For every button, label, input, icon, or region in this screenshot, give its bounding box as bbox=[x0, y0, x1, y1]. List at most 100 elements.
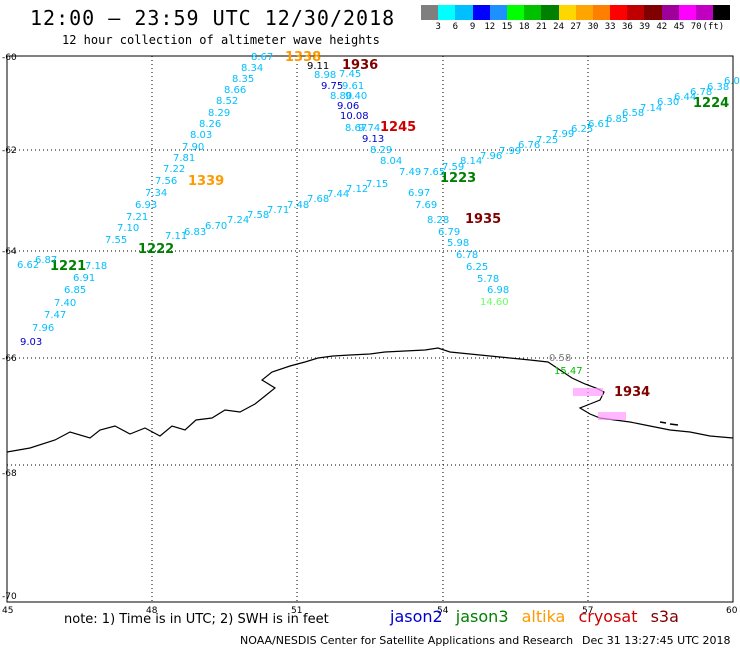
x-tick-label: 48 bbox=[146, 606, 158, 616]
swh-value: 9.03 bbox=[20, 337, 42, 348]
swh-value: 7.48 bbox=[287, 200, 309, 211]
legend-cryosat: cryosat bbox=[578, 607, 638, 626]
swh-value: 8.67 bbox=[251, 52, 273, 63]
color-scale-label: (ft) bbox=[702, 22, 725, 32]
swh-value: 6.76 bbox=[518, 140, 540, 151]
swh-value: 7.34 bbox=[145, 188, 167, 199]
color-swatch bbox=[696, 5, 714, 20]
swh-value: 9.11 bbox=[307, 61, 329, 72]
color-scale-label: 18 bbox=[518, 22, 530, 32]
swh-value: 6.87 bbox=[35, 255, 57, 266]
color-swatch bbox=[713, 5, 731, 20]
swh-value: 7.96 bbox=[480, 151, 502, 162]
y-tick-label: -62 bbox=[2, 146, 17, 156]
color-scale-label: 12 bbox=[484, 22, 496, 32]
swh-value: 6.61 bbox=[588, 119, 610, 130]
swh-value: 9.61 bbox=[342, 81, 364, 92]
color-swatch bbox=[438, 5, 456, 20]
swh-value: 7.44 bbox=[327, 189, 349, 200]
pass-time-label: 1245 bbox=[380, 120, 416, 135]
swh-value: 8.98 bbox=[314, 70, 336, 81]
swh-value: 7.65 bbox=[423, 167, 445, 178]
color-swatch bbox=[506, 5, 525, 20]
color-scale-label: 36 bbox=[621, 22, 633, 32]
color-swatch bbox=[592, 5, 611, 20]
swh-value: 6.98 bbox=[487, 285, 509, 296]
pass-time-label: 1338 bbox=[285, 50, 321, 65]
swh-value: 8.34 bbox=[241, 63, 263, 74]
color-swatch bbox=[644, 5, 662, 20]
swh-value: 9.06 bbox=[337, 101, 359, 112]
swh-value: 7.55 bbox=[105, 235, 127, 246]
swh-value: 9.74 bbox=[358, 123, 380, 134]
color-scale-label: 21 bbox=[535, 22, 547, 32]
color-swatch bbox=[421, 5, 439, 20]
swh-value: 7.12 bbox=[346, 184, 368, 195]
pass-time-label: 1936 bbox=[342, 58, 378, 73]
x-tick-label: 60 bbox=[726, 606, 738, 616]
swh-value: 10.08 bbox=[340, 111, 369, 122]
color-scale-label: 24 bbox=[553, 22, 565, 32]
color-scale-label: 27 bbox=[570, 22, 582, 32]
swh-value: 6.58 bbox=[622, 108, 644, 119]
swh-value: 7.90 bbox=[182, 142, 204, 153]
swh-value: 7.10 bbox=[117, 223, 139, 234]
legend-altika: altika bbox=[521, 607, 566, 626]
swh-value: 7.99 bbox=[499, 146, 521, 157]
swh-value: 15.47 bbox=[554, 366, 583, 377]
swh-value: 6.97 bbox=[408, 188, 430, 199]
color-swatch bbox=[558, 5, 576, 20]
island bbox=[659, 421, 679, 426]
swh-value: 7.58 bbox=[247, 210, 269, 221]
swh-value: 7.45 bbox=[339, 69, 361, 80]
swh-value: 8.28 bbox=[427, 215, 449, 226]
swh-value: 7.11 bbox=[165, 231, 187, 242]
color-swatch bbox=[610, 5, 628, 20]
color-scale-label: 9 bbox=[469, 22, 476, 32]
swh-value: 7.24 bbox=[227, 215, 249, 226]
swh-value: 6.85 bbox=[606, 114, 628, 125]
footer-timestamp: Dec 31 13:27:45 UTC 2018 bbox=[582, 634, 731, 647]
color-scale-label: 30 bbox=[587, 22, 599, 32]
color-swatch bbox=[455, 5, 473, 20]
color-swatch bbox=[627, 5, 645, 20]
pass-time-label: 1222 bbox=[138, 242, 174, 257]
pass-time-label: 1935 bbox=[465, 212, 501, 227]
legend-jason2: jason2 bbox=[390, 607, 443, 626]
color-swatch bbox=[541, 5, 559, 20]
swh-value: 8.29 bbox=[208, 108, 230, 119]
y-tick-labels: -60 -62 -64 -66 -68 -70 bbox=[2, 53, 17, 602]
swh-value: 7.40 bbox=[54, 298, 76, 309]
swh-value: 8.52 bbox=[216, 96, 238, 107]
y-tick-label: -66 bbox=[2, 354, 17, 364]
color-swatch bbox=[489, 5, 507, 20]
color-scale-bar bbox=[421, 5, 731, 20]
swh-value: 8.03 bbox=[190, 130, 212, 141]
swh-value: 6.38 bbox=[707, 82, 729, 93]
swh-value: 6.78 bbox=[456, 250, 478, 261]
x-tick-label: 54 bbox=[437, 606, 449, 616]
swh-value: 7.59 bbox=[442, 162, 464, 173]
swh-value: 6.25 bbox=[571, 124, 593, 135]
pass-time-label: 1223 bbox=[440, 171, 476, 186]
swh-value: 8.35 bbox=[232, 74, 254, 85]
swh-value: 7.15 bbox=[366, 179, 388, 190]
pass-time-label: 1221 bbox=[50, 259, 86, 274]
swh-value: 6.91 bbox=[73, 273, 95, 284]
pass-time-label: 1224 bbox=[693, 96, 729, 111]
swh-value: 14.60 bbox=[480, 297, 509, 308]
swh-value: 9.40 bbox=[345, 91, 367, 102]
y-tick-label: -60 bbox=[2, 53, 17, 63]
y-tick-label: -68 bbox=[2, 469, 17, 479]
swh-value: 6.30 bbox=[657, 97, 679, 108]
swh-value: 7.25 bbox=[536, 135, 558, 146]
swh-value: 8.29 bbox=[370, 145, 392, 156]
x-tick-label: 57 bbox=[582, 606, 593, 616]
color-swatch bbox=[575, 5, 593, 20]
color-swatch bbox=[678, 5, 696, 20]
s3a-coastal-marks bbox=[573, 388, 626, 420]
swh-value: 8.66 bbox=[224, 85, 246, 96]
swh-value: 7.22 bbox=[163, 164, 185, 175]
swh-value: 0.58 bbox=[549, 353, 571, 364]
swh-value: 7.68 bbox=[307, 194, 329, 205]
